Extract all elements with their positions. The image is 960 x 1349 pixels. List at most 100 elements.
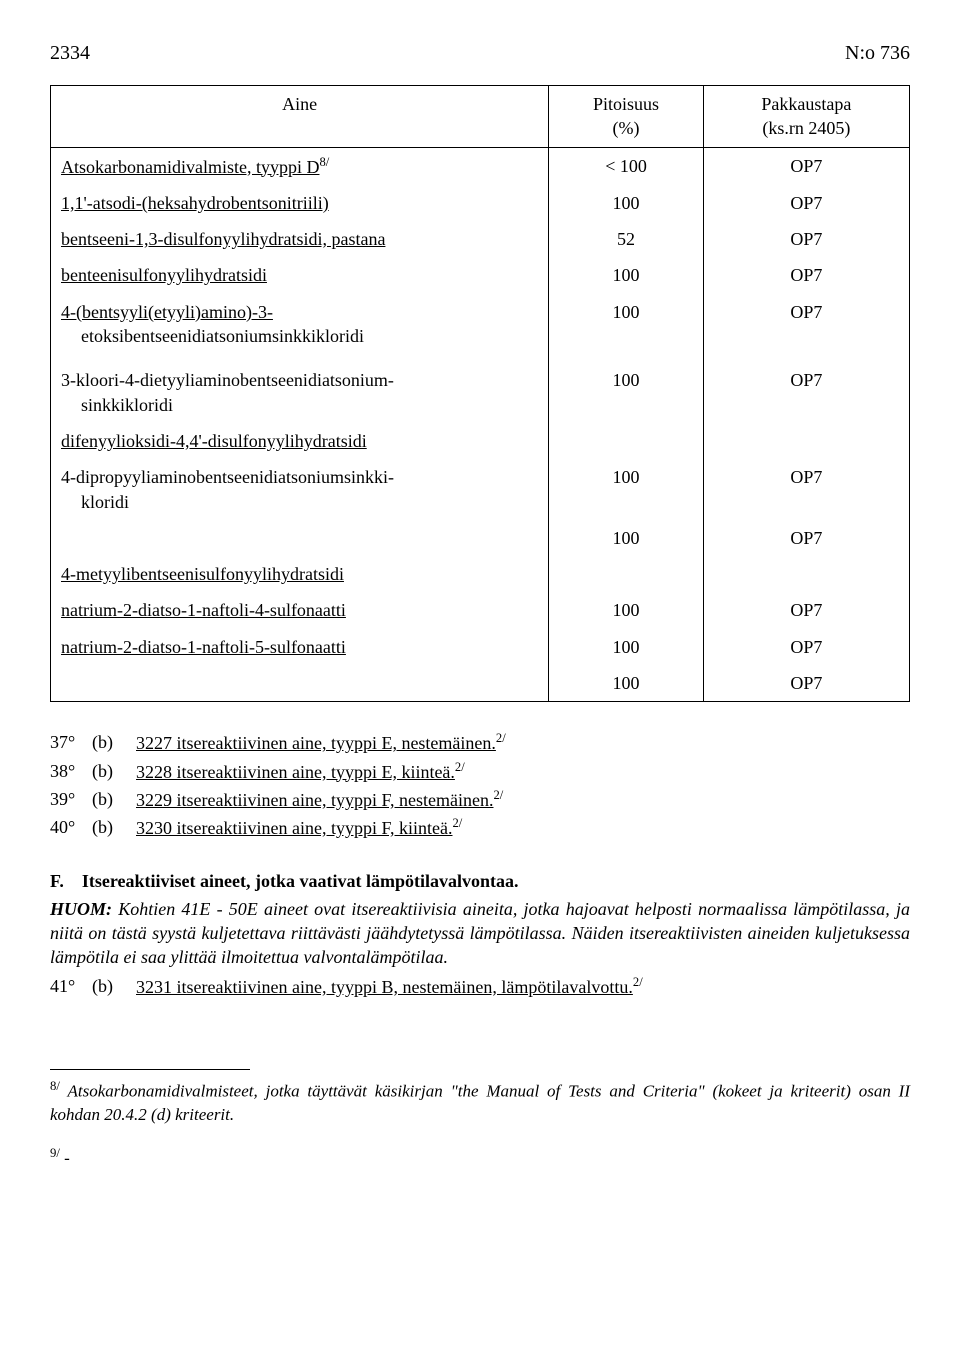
cell-pakkaustapa: OP7 [703,629,909,665]
cell-pakkaustapa [703,423,909,459]
table-row: Atsokarbonamidivalmiste, tyyppi D8/< 100… [51,147,910,185]
header-pakkaustapa-label: Pakkaustapa [761,94,851,114]
cell-aine: 1,1'-atsodi-(heksahydrobentsonitriili) [51,185,549,221]
cell-aine: Atsokarbonamidivalmiste, tyyppi D8/ [51,147,549,185]
list-item: 37°(b)3227 itsereaktiivinen aine, tyyppi… [50,730,910,755]
footnote-8-mark: 8/ [50,1079,60,1093]
cell-pitoisuus: 100 [549,592,704,628]
table-row: bentseeni-1,3-disulfonyylihydratsidi, pa… [51,221,910,257]
list-b: (b) [92,815,136,840]
section-f-title: Itsereaktiiviset aineet, jotka vaativat … [82,871,519,891]
table-row: 100OP7 [51,520,910,556]
section-f: F. Itsereaktiiviset aineet, jotka vaativ… [50,869,910,999]
footnote-8-text: Atsokarbonamidivalmisteet, jotka täyttäv… [50,1082,910,1124]
footnote-9: 9/ - [50,1145,910,1171]
cell-aine: 4-metyylibentseenisulfonyylihydratsidi [51,556,549,592]
cell-aine: 4-(bentsyyli(etyyli)amino)-3-etoksibents… [51,294,549,355]
list-item: 38°(b)3228 itsereaktiivinen aine, tyyppi… [50,759,910,784]
list-num: 37° [50,730,92,755]
doc-reference: N:o 736 [845,40,910,67]
cell-pitoisuus: 100 [549,185,704,221]
section-f-note: HUOM: Kohtien 41E - 50E aineet ovat itse… [50,897,910,970]
item-text: 3231 itsereaktiivinen aine, tyyppi B, ne… [136,974,910,999]
table-row: difenyylioksidi-4,4'-disulfonyylihydrats… [51,423,910,459]
cell-pitoisuus [549,556,704,592]
table-row: 4-(bentsyyli(etyyli)amino)-3-etoksibents… [51,294,910,355]
cell-pakkaustapa: OP7 [703,147,909,185]
list-item: 40°(b)3230 itsereaktiivinen aine, tyyppi… [50,815,910,840]
footnote-8: 8/ Atsokarbonamidivalmisteet, jotka täyt… [50,1078,910,1127]
cell-pitoisuus: 100 [549,665,704,702]
list-num: 40° [50,815,92,840]
cell-aine: difenyylioksidi-4,4'-disulfonyylihydrats… [51,423,549,459]
cell-pakkaustapa: OP7 [703,257,909,293]
header-pitoisuus-unit: (%) [613,118,640,138]
footnote-separator [50,1069,250,1070]
section-f-prefix: F. [50,871,64,891]
footnote-9-text: - [64,1148,70,1167]
item-sup: 2/ [633,975,643,989]
table-row: 4-metyylibentseenisulfonyylihydratsidi [51,556,910,592]
header-aine: Aine [51,86,549,148]
table-row: 100OP7 [51,665,910,702]
table-row: benteenisulfonyylihydratsidi100OP7 [51,257,910,293]
numbered-list: 37°(b)3227 itsereaktiivinen aine, tyyppi… [50,730,910,840]
cell-pakkaustapa: OP7 [703,185,909,221]
cell-pakkaustapa: OP7 [703,592,909,628]
page-header: 2334 N:o 736 [50,40,910,67]
list-text: 3227 itsereaktiivinen aine, tyyppi E, ne… [136,730,910,755]
cell-pakkaustapa: OP7 [703,665,909,702]
cell-aine: natrium-2-diatso-1-naftoli-5-sulfonaatti [51,629,549,665]
item-b: (b) [92,974,136,999]
list-text: 3229 itsereaktiivinen aine, tyyppi F, ne… [136,787,910,812]
cell-pitoisuus [549,423,704,459]
header-pitoisuus: Pitoisuus (%) [549,86,704,148]
cell-aine [51,520,549,556]
table-row: 1,1'-atsodi-(heksahydrobentsonitriili)10… [51,185,910,221]
cell-pakkaustapa [703,556,909,592]
list-num: 38° [50,759,92,784]
page-number: 2334 [50,40,90,67]
cell-pitoisuus: 100 [549,354,704,423]
cell-aine: 3-kloori-4-dietyyliaminobentseenidiatson… [51,354,549,423]
list-b: (b) [92,730,136,755]
huom-text: Kohtien 41E - 50E aineet ovat itsereakti… [50,899,910,968]
huom-label: HUOM: [50,899,112,919]
list-text: 3228 itsereaktiivinen aine, tyyppi E, ki… [136,759,910,784]
cell-aine: 4-dipropyyliaminobentseenidiatsoniumsink… [51,459,549,520]
cell-pitoisuus: 100 [549,629,704,665]
list-item: 39°(b)3229 itsereaktiivinen aine, tyyppi… [50,787,910,812]
cell-pitoisuus: 52 [549,221,704,257]
list-b: (b) [92,787,136,812]
cell-aine: natrium-2-diatso-1-naftoli-4-sulfonaatti [51,592,549,628]
table-row: natrium-2-diatso-1-naftoli-5-sulfonaatti… [51,629,910,665]
cell-aine [51,665,549,702]
item-text-underline: 3231 itsereaktiivinen aine, tyyppi B, ne… [136,977,633,997]
header-pitoisuus-label: Pitoisuus [593,94,659,114]
header-pakkaustapa-unit: (ks.rn 2405) [762,118,850,138]
item-num: 41° [50,974,92,999]
cell-pitoisuus: 100 [549,459,704,520]
substances-table: Aine Pitoisuus (%) Pakkaustapa (ks.rn 24… [50,85,910,702]
table-row: 3-kloori-4-dietyyliaminobentseenidiatson… [51,354,910,423]
cell-pitoisuus: < 100 [549,147,704,185]
cell-pitoisuus: 100 [549,520,704,556]
header-pakkaustapa: Pakkaustapa (ks.rn 2405) [703,86,909,148]
section-f-heading: F. Itsereaktiiviset aineet, jotka vaativ… [50,869,910,893]
cell-pakkaustapa: OP7 [703,520,909,556]
cell-pitoisuus: 100 [549,294,704,355]
cell-aine: benteenisulfonyylihydratsidi [51,257,549,293]
list-num: 39° [50,787,92,812]
table-header-row: Aine Pitoisuus (%) Pakkaustapa (ks.rn 24… [51,86,910,148]
table-row: natrium-2-diatso-1-naftoli-4-sulfonaatti… [51,592,910,628]
list-text: 3230 itsereaktiivinen aine, tyyppi F, ki… [136,815,910,840]
cell-aine: bentseeni-1,3-disulfonyylihydratsidi, pa… [51,221,549,257]
cell-pitoisuus: 100 [549,257,704,293]
table-row: 4-dipropyyliaminobentseenidiatsoniumsink… [51,459,910,520]
cell-pakkaustapa: OP7 [703,354,909,423]
cell-pakkaustapa: OP7 [703,221,909,257]
list-b: (b) [92,759,136,784]
cell-pakkaustapa: OP7 [703,459,909,520]
section-f-item: 41° (b) 3231 itsereaktiivinen aine, tyyp… [50,974,910,999]
footnote-9-mark: 9/ [50,1146,60,1160]
